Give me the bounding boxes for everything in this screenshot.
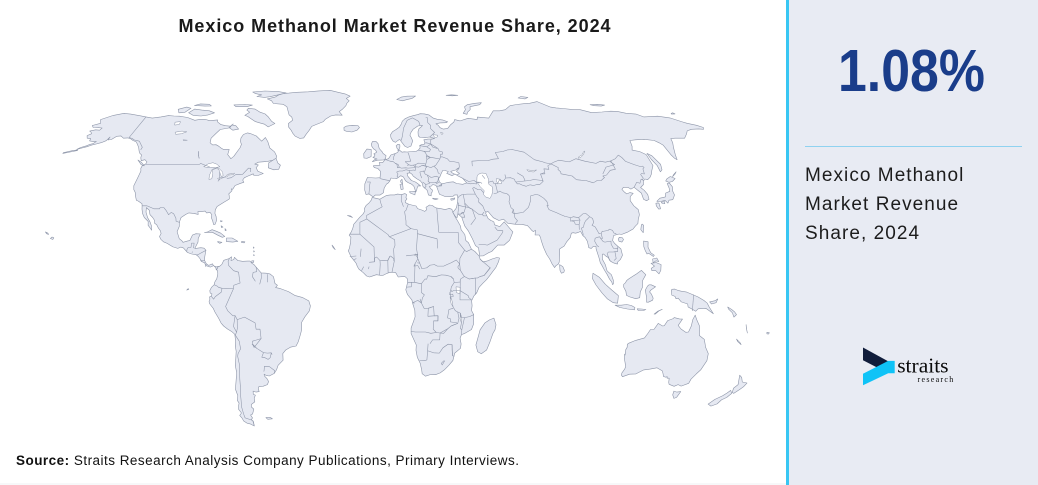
svg-text:research: research <box>918 375 955 384</box>
svg-text:straits: straits <box>897 353 948 377</box>
